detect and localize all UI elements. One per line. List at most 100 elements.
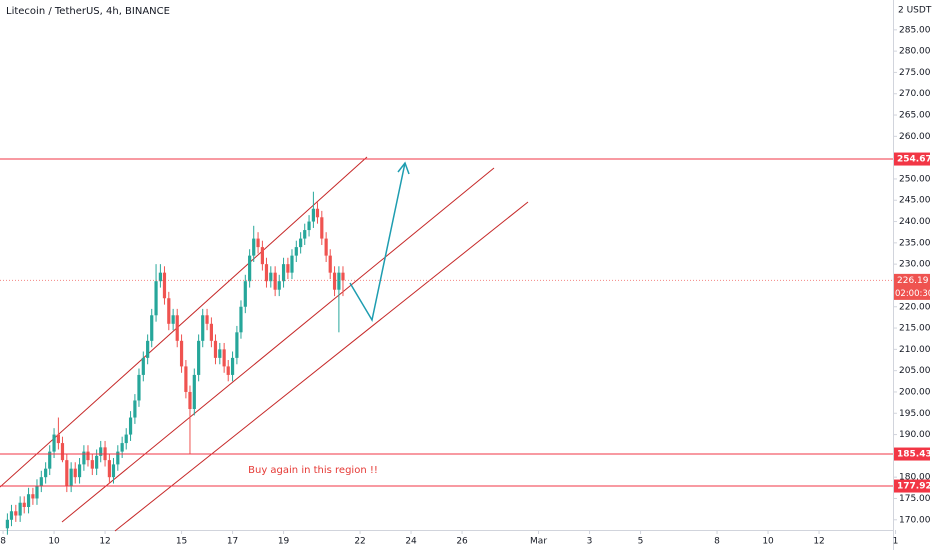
candle-body xyxy=(14,511,18,516)
y-tick-label: 175.00 xyxy=(899,494,931,504)
candle-body xyxy=(226,366,230,375)
x-tick-label: 12 xyxy=(99,537,110,547)
candle-body xyxy=(56,434,60,444)
candle-body xyxy=(328,255,332,273)
candle-body xyxy=(48,451,52,469)
x-tick-label: 24 xyxy=(405,537,417,547)
candle-body xyxy=(86,451,90,461)
x-tick-label: 19 xyxy=(278,537,290,547)
y-tick-label: 190.00 xyxy=(899,430,931,440)
candle-body xyxy=(320,217,324,239)
candle-body xyxy=(222,349,226,367)
y-tick-label: 280.00 xyxy=(899,47,931,57)
x-tick-label: 10 xyxy=(48,537,60,547)
candle-body xyxy=(35,485,39,499)
x-tick-label: 10 xyxy=(762,537,774,547)
candle-body xyxy=(337,272,341,290)
candle-body xyxy=(52,434,56,452)
candle-body xyxy=(256,238,260,248)
projection-arrow xyxy=(349,162,406,323)
y-tick-label: 195.00 xyxy=(899,409,931,419)
y-tick-label: 205.00 xyxy=(899,366,931,376)
candle-body xyxy=(307,221,311,231)
channel-line xyxy=(61,167,495,523)
candle-body xyxy=(277,281,281,290)
candle-body xyxy=(315,208,320,218)
y-tick-label: 260.00 xyxy=(899,132,931,142)
x-tick-label: 22 xyxy=(354,537,365,547)
candle-body xyxy=(26,494,31,507)
candle-body xyxy=(116,451,120,465)
candle-body xyxy=(124,434,128,444)
x-tick-label: 12 xyxy=(813,537,824,547)
level-label: 185.43 xyxy=(897,450,932,460)
candle-body xyxy=(264,264,269,282)
candle-body xyxy=(60,443,65,461)
x-tick-label: 8 xyxy=(0,537,6,547)
candle-body xyxy=(82,451,86,465)
candle-body xyxy=(303,230,307,239)
y-tick-label: 180.00 xyxy=(899,473,931,483)
currency-label: 2 USDT xyxy=(898,6,932,16)
candle-body xyxy=(248,255,252,282)
candle-body xyxy=(171,315,175,324)
y-tick-label: 265.00 xyxy=(899,111,931,121)
candle-body xyxy=(192,374,196,410)
candle-body xyxy=(273,272,277,290)
last-price-label: 226.19 xyxy=(897,276,929,286)
level-label-box xyxy=(894,479,930,493)
x-tick-label: 1 xyxy=(893,537,899,547)
candle-body xyxy=(111,464,116,478)
candle-body xyxy=(141,357,145,375)
x-tick-label: 26 xyxy=(456,537,468,547)
candle-body xyxy=(44,468,48,478)
candle-body xyxy=(73,468,77,478)
y-tick-label: 170.00 xyxy=(899,515,931,525)
candle-body xyxy=(150,315,154,341)
y-tick-label: 210.00 xyxy=(899,345,931,355)
y-tick-label: 240.00 xyxy=(899,217,931,227)
x-tick-label: 17 xyxy=(227,537,238,547)
candle-body xyxy=(201,315,205,341)
candle-body xyxy=(218,349,222,358)
countdown: 02:00:30 xyxy=(895,289,932,299)
candle-body xyxy=(299,238,303,248)
x-tick-label: 5 xyxy=(638,537,644,547)
candle-body xyxy=(137,374,141,401)
candle-body xyxy=(175,315,179,341)
candle-body xyxy=(252,238,256,256)
candle-body xyxy=(128,417,133,435)
candle-body xyxy=(5,519,9,529)
plot: 170.00175.00180.00185.00190.00195.00200.… xyxy=(0,25,932,547)
candle-body xyxy=(69,468,73,486)
candle-body xyxy=(162,272,167,299)
candle-body xyxy=(31,494,35,499)
candle-body xyxy=(184,366,188,392)
x-tick-label: 15 xyxy=(176,537,187,547)
chart-title: Litecoin / TetherUS, 4h, BINANCE xyxy=(6,6,170,17)
candle-body xyxy=(158,272,162,282)
candle-body xyxy=(107,460,111,478)
candle-body xyxy=(213,340,218,358)
level-label-box xyxy=(894,152,930,166)
y-tick-label: 220.00 xyxy=(899,302,931,312)
candle-body xyxy=(77,464,82,478)
y-tick-label: 285.00 xyxy=(899,25,931,35)
candle-body xyxy=(324,238,328,256)
candle-body xyxy=(341,272,345,281)
candle-body xyxy=(269,272,273,282)
candle-body xyxy=(205,315,209,324)
candle-body xyxy=(290,255,294,273)
x-tick-label: 8 xyxy=(714,537,720,547)
channel-line xyxy=(114,201,529,532)
candle-body xyxy=(133,400,137,418)
candle-body xyxy=(39,477,43,486)
candle-body xyxy=(188,391,192,410)
y-tick-label: 235.00 xyxy=(899,238,931,248)
candle-body xyxy=(235,332,239,358)
channel xyxy=(0,156,529,532)
level-label-box xyxy=(894,447,930,461)
